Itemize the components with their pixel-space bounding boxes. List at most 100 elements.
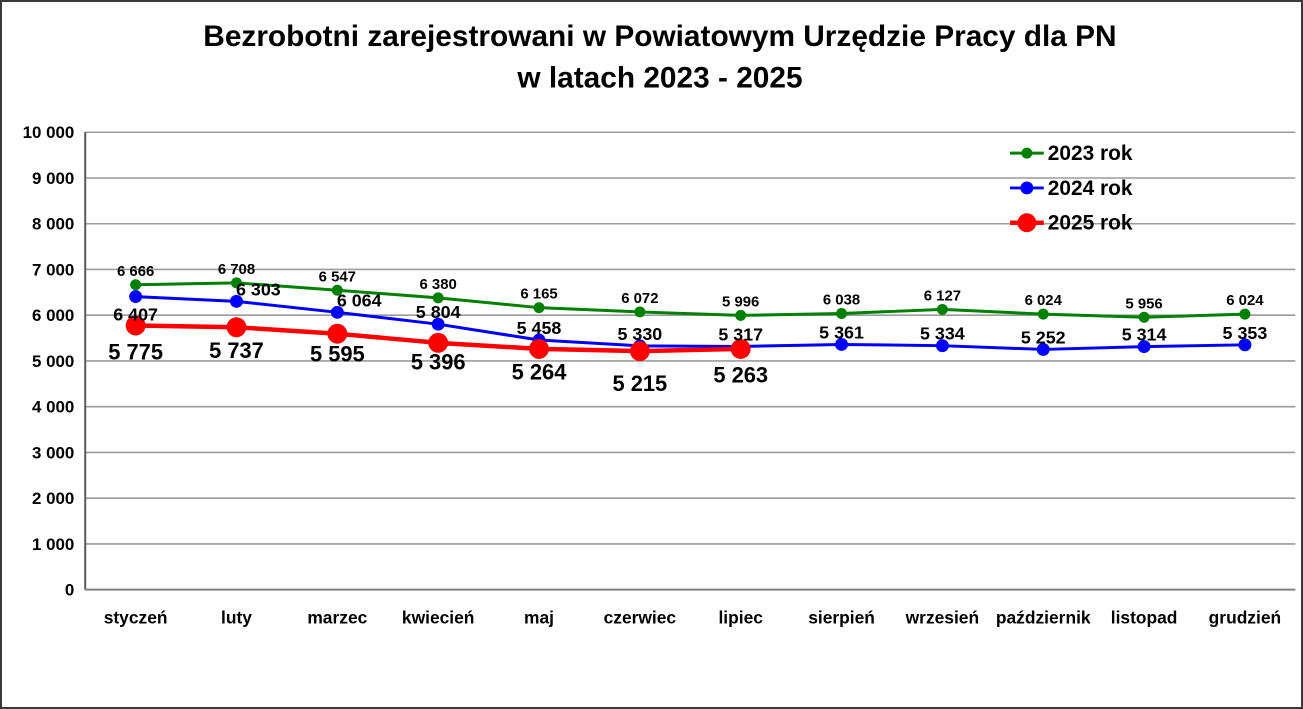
legend-dot-marker xyxy=(1017,213,1037,233)
data-point-marker xyxy=(1238,338,1252,352)
data-point-marker xyxy=(529,338,549,359)
y-tick-label: 6 000 xyxy=(32,306,74,325)
data-label: 6 303 xyxy=(236,279,281,299)
series-line xyxy=(134,281,1247,319)
series-labels-2023-rok: 6 666 6 708 6 547 6 380 6 165 6 072 5 996 6 038… xyxy=(117,262,1264,312)
data-point-marker xyxy=(129,290,143,304)
data-label: 5 396 xyxy=(411,350,466,375)
data-point-marker xyxy=(730,338,751,359)
data-point-marker xyxy=(735,309,747,321)
data-point-marker xyxy=(1137,340,1151,354)
x-category-label: sierpień xyxy=(808,607,875,627)
data-point-marker xyxy=(835,337,849,351)
x-category-label: grudzień xyxy=(1209,607,1281,627)
data-point-marker xyxy=(936,303,948,315)
data-point-marker xyxy=(230,294,243,308)
x-category-label: listopad xyxy=(1111,607,1178,627)
data-point-marker xyxy=(327,323,348,344)
data-point-marker xyxy=(331,284,343,296)
data-label: 6 127 xyxy=(924,288,961,304)
data-point-marker xyxy=(1037,308,1049,320)
data-label: 6 024 xyxy=(1025,293,1063,309)
data-label: 6 666 xyxy=(117,264,154,280)
data-point-marker xyxy=(432,292,444,304)
data-label: 5 458 xyxy=(517,318,562,338)
data-label: 6 072 xyxy=(621,291,658,307)
data-point-marker xyxy=(1138,311,1150,323)
data-label: 6 380 xyxy=(420,277,457,293)
data-label: 5 956 xyxy=(1125,296,1162,312)
x-category-label: lipiec xyxy=(718,607,763,627)
data-label: 5 595 xyxy=(310,342,365,367)
x-category-label: czerwiec xyxy=(604,607,677,627)
data-label: 5 996 xyxy=(722,294,759,310)
data-point-marker xyxy=(836,308,848,319)
data-label: 5 317 xyxy=(718,324,763,344)
data-point-marker xyxy=(634,306,646,318)
series-labels-2025-rok: 5 775 5 737 5 595 5 396 5 264 5 215 5 263 xyxy=(108,338,768,396)
data-label: 6 547 xyxy=(319,269,356,285)
data-label: 5 804 xyxy=(416,302,461,322)
data-label: 5 263 xyxy=(713,363,768,388)
y-axis-labels: 0 1 000 2 000 3 000 4 000 5 000 6 000 7 000 8 00… xyxy=(23,123,75,599)
plot-area: 0 1 000 2 000 3 000 4 000 5 000 6 000 7 000 8 00… xyxy=(23,123,1296,627)
series-2023-rok xyxy=(130,277,1251,323)
data-point-marker xyxy=(231,277,242,289)
data-label: 6 407 xyxy=(113,304,158,324)
chart-title-line2: w latach 2023 - 2025 xyxy=(516,62,802,95)
x-category-label: wrzesień xyxy=(905,607,979,627)
data-label: 5 252 xyxy=(1021,327,1066,347)
y-tick-label: 8 000 xyxy=(32,215,74,234)
data-label: 6 064 xyxy=(337,290,382,310)
x-category-label: marzec xyxy=(307,607,367,627)
data-point-marker xyxy=(1239,308,1251,320)
legend-label: 2025 rok xyxy=(1048,212,1133,235)
data-label: 5 775 xyxy=(108,339,163,364)
series-labels-2024-rok: 6 407 6 303 6 064 5 804 5 458 5 330 5 317 5 361… xyxy=(113,279,1267,347)
data-label: 5 264 xyxy=(512,360,568,385)
x-category-label: październik xyxy=(996,607,1091,627)
data-point-marker xyxy=(935,339,949,353)
y-tick-label: 9 000 xyxy=(32,169,74,188)
y-tick-label: 2 000 xyxy=(32,489,74,508)
x-axis-labels: styczeń luty marzec kwiecień maj czerwiec lipi… xyxy=(104,607,1281,627)
data-label: 5 215 xyxy=(613,371,668,396)
legend-item: 2023 rok xyxy=(1009,142,1133,165)
data-point-marker xyxy=(130,279,142,291)
x-category-label: styczeń xyxy=(104,607,168,627)
data-point-marker xyxy=(330,305,344,319)
legend-dot-marker xyxy=(1021,147,1033,159)
axes xyxy=(84,132,1296,591)
data-label: 6 038 xyxy=(823,293,860,309)
data-label: 5 330 xyxy=(617,324,662,344)
data-label: 5 353 xyxy=(1223,323,1268,343)
data-point-marker xyxy=(629,341,650,362)
y-tick-label: 0 xyxy=(65,581,74,600)
data-label: 6 708 xyxy=(218,262,255,278)
x-category-label: luty xyxy=(221,607,252,627)
y-tick-label: 1 000 xyxy=(32,535,74,554)
legend-dot-marker xyxy=(1020,181,1034,195)
data-label: 5 334 xyxy=(920,324,965,344)
data-point-marker xyxy=(226,317,247,338)
legend: 2023 rok 2024 rok 2025 rok xyxy=(1009,142,1133,235)
x-category-label: maj xyxy=(524,607,554,627)
series-2024-rok xyxy=(129,290,1252,356)
x-category-label: kwiecień xyxy=(402,607,475,627)
series-line xyxy=(134,295,1247,351)
data-point-marker xyxy=(1036,342,1050,356)
gridlines xyxy=(85,131,1296,545)
data-point-marker xyxy=(125,315,146,336)
chart-title-line1: Bezrobotni zarejestrowani w Powiatowym U… xyxy=(203,20,1116,53)
data-point-marker xyxy=(533,302,545,314)
data-label: 5 314 xyxy=(1122,325,1167,345)
data-label: 5 737 xyxy=(209,338,264,363)
y-tick-label: 5 000 xyxy=(32,352,74,371)
y-tick-label: 10 000 xyxy=(23,123,75,142)
data-label: 6 165 xyxy=(520,287,557,303)
data-point-marker xyxy=(428,332,449,353)
y-tick-label: 3 000 xyxy=(32,443,74,462)
data-label: 6 024 xyxy=(1226,293,1264,309)
